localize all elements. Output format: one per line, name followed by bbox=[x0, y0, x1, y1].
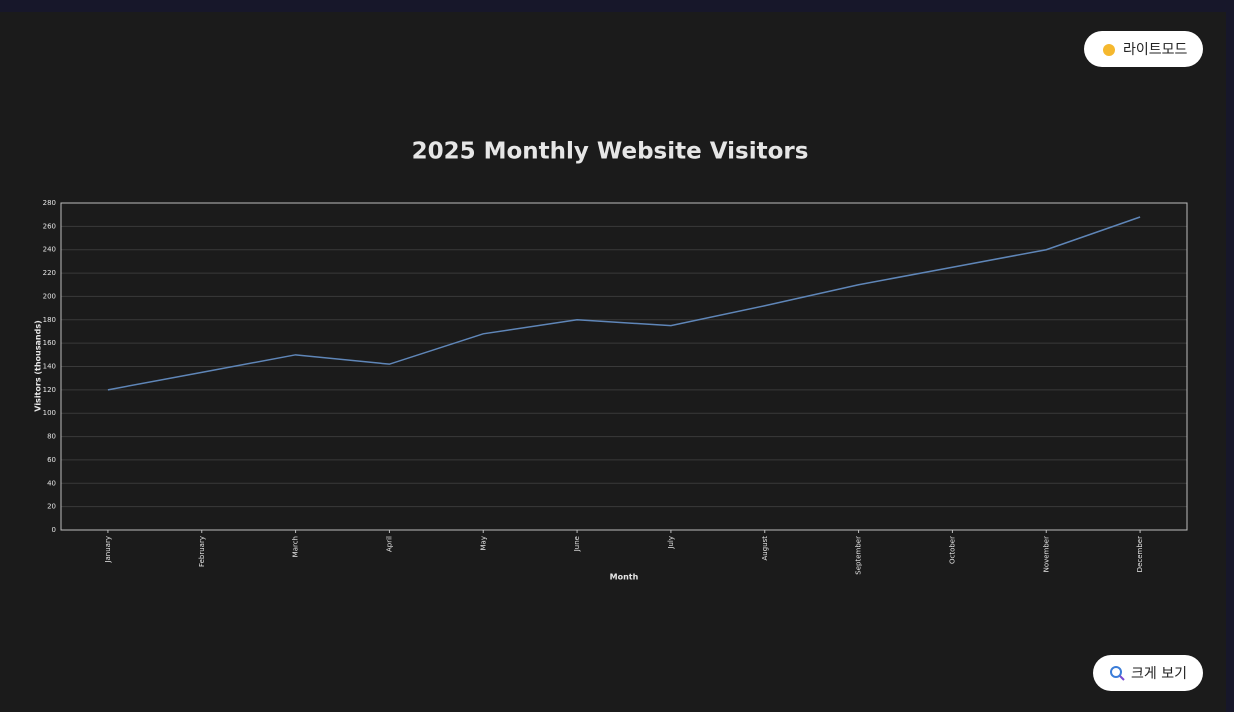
y-axis-title: Visitors (thousands) bbox=[34, 320, 43, 411]
x-tick-label: July bbox=[667, 536, 675, 550]
x-tick-label: February bbox=[198, 536, 206, 567]
x-tick-label: August bbox=[761, 536, 769, 561]
y-tick-label: 160 bbox=[43, 339, 56, 347]
y-tick-label: 0 bbox=[52, 526, 56, 534]
sun-icon bbox=[1103, 44, 1115, 56]
data-line bbox=[107, 216, 1141, 391]
theme-button-label[interactable]: 라이트모드 bbox=[1123, 42, 1188, 58]
magnifier-icon bbox=[1110, 666, 1122, 678]
x-axis-title: Month bbox=[610, 573, 639, 582]
y-tick-label: 100 bbox=[43, 409, 56, 417]
side-bar bbox=[1226, 0, 1234, 712]
chart-title: 2025 Monthly Website Visitors bbox=[412, 139, 809, 165]
x-tick-label: January bbox=[104, 536, 112, 564]
zoom-button-label[interactable]: 크게 보기 bbox=[1131, 666, 1187, 682]
x-tick-label: March bbox=[292, 536, 300, 557]
x-tick-label: December bbox=[1136, 536, 1144, 572]
x-tick-label: June bbox=[573, 536, 581, 552]
x-tick-label: September bbox=[855, 536, 863, 575]
y-tick-label: 140 bbox=[43, 363, 56, 371]
y-tick-label: 240 bbox=[43, 246, 56, 254]
y-tick-label: 220 bbox=[43, 269, 56, 277]
zoom-button-bg[interactable] bbox=[1093, 655, 1203, 691]
x-tick-label: May bbox=[479, 536, 487, 550]
theme-button-bg[interactable] bbox=[1084, 31, 1203, 67]
zoom-button[interactable]: 크게 보기 bbox=[1093, 655, 1203, 691]
plot-border bbox=[60, 202, 1188, 531]
y-tick-label: 280 bbox=[43, 199, 56, 207]
x-tick-label: November bbox=[1042, 536, 1050, 573]
theme-button[interactable]: 라이트모드 bbox=[1084, 31, 1203, 67]
x-tick-label: October bbox=[948, 536, 956, 564]
y-tick-label: 180 bbox=[43, 316, 56, 324]
y-tick-label: 120 bbox=[43, 386, 56, 394]
y-tick-label: 40 bbox=[47, 479, 56, 487]
y-tick-label: 60 bbox=[47, 456, 56, 464]
y-tick-label: 200 bbox=[43, 292, 56, 300]
top-bar bbox=[0, 0, 1234, 12]
y-tick-label: 20 bbox=[47, 503, 56, 511]
y-tick-label: 260 bbox=[43, 222, 56, 230]
magnifier-handle bbox=[1119, 675, 1125, 681]
x-tick-label: April bbox=[385, 536, 393, 552]
y-tick-label: 80 bbox=[47, 433, 56, 441]
